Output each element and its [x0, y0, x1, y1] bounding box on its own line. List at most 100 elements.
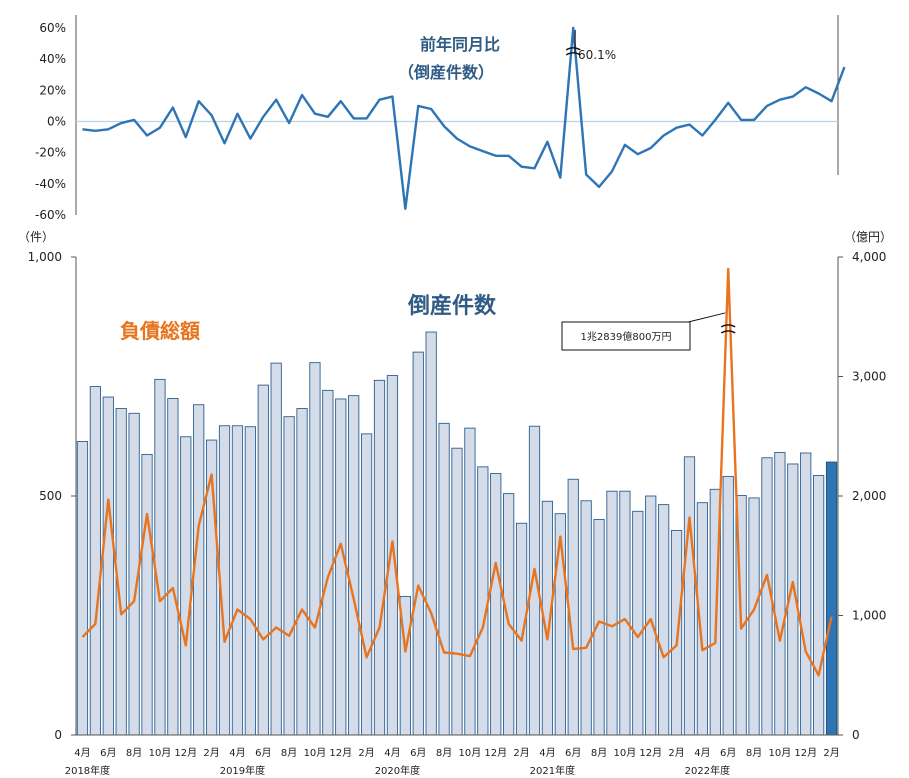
x-tick-label: 12月 — [174, 747, 197, 759]
count-bar — [800, 452, 812, 736]
count-bar — [451, 447, 463, 736]
count-bar — [231, 425, 244, 736]
count-bar — [309, 362, 321, 736]
debt-break-mark — [720, 324, 736, 334]
debt-series-label: 負債総額 — [120, 319, 200, 343]
yoy-tick-label: 0% — [47, 115, 66, 129]
count-bar — [386, 375, 399, 736]
count-bar — [154, 378, 166, 736]
yoy-tick-label: 60% — [39, 21, 66, 35]
x-tick-label: 6月 — [565, 747, 581, 759]
left-axis-unit: （件） — [18, 230, 54, 244]
x-tick-label: 10月 — [459, 747, 482, 759]
yoy-tick-label: 40% — [39, 52, 66, 66]
count-bar — [606, 490, 618, 736]
left-tick-label: 1,000 — [28, 250, 62, 264]
count-bar — [774, 452, 786, 736]
x-tick-label: 10月 — [614, 747, 637, 759]
left-tick-label: 0 — [54, 728, 62, 742]
yoy-line — [82, 26, 846, 211]
fiscal-year-label: 2020年度 — [375, 764, 420, 777]
count-bar — [167, 398, 179, 736]
count-bar — [683, 456, 696, 736]
count-bar — [373, 379, 386, 736]
count-bar — [503, 493, 515, 736]
count-title: 倒産件数 — [407, 293, 497, 319]
count-bar — [438, 422, 450, 736]
count-bar — [658, 504, 670, 736]
x-tick-label: 12月 — [639, 747, 662, 759]
x-tick-label: 2月 — [358, 747, 374, 759]
count-bar — [645, 495, 657, 736]
yoy-break-mark — [565, 47, 581, 56]
left-tick-label: 500 — [39, 489, 62, 503]
x-tick-label: 10月 — [304, 747, 327, 759]
count-bar — [490, 473, 502, 736]
x-tick-label: 4月 — [539, 747, 555, 759]
count-bar — [257, 384, 269, 736]
right-tick-label: 4,000 — [852, 250, 886, 264]
x-tick-label: 8月 — [746, 747, 762, 759]
yoy-tick-label: -20% — [35, 146, 66, 160]
right-tick-label: 0 — [852, 728, 860, 742]
count-bar — [348, 395, 360, 736]
count-bar — [102, 396, 114, 736]
bankruptcy-panel: 倒産件数 負債総額 （件） （億円） 1,000 500 0 4,000 3,000 2,… — [18, 230, 892, 777]
count-bar — [270, 362, 282, 736]
x-tick-label: 2月 — [668, 747, 684, 759]
count-bar — [825, 461, 838, 736]
count-bar — [335, 398, 347, 736]
fiscal-year-label: 2021年度 — [530, 764, 575, 777]
x-tick-label: 6月 — [100, 747, 116, 759]
x-tick-label: 4月 — [229, 747, 245, 759]
count-bar — [813, 474, 825, 736]
count-bar — [464, 427, 476, 736]
debt-callout-label: 1兆2839億800万円 — [581, 330, 672, 343]
x-tick-label: 10月 — [769, 747, 792, 759]
yoy-tick-label: -40% — [35, 177, 66, 191]
x-tick-label: 4月 — [384, 747, 400, 759]
x-tick-label: 4月 — [74, 747, 90, 759]
right-axis-unit: （億円） — [844, 230, 892, 244]
x-tick-label: 12月 — [794, 747, 817, 759]
count-bar — [632, 510, 644, 736]
count-bar — [89, 386, 101, 736]
x-tick-label: 2月 — [203, 747, 219, 759]
right-tick-label: 3,000 — [852, 370, 886, 384]
x-tick-label: 4月 — [694, 747, 710, 759]
x-tick-label: 12月 — [329, 747, 352, 759]
count-bar — [580, 500, 592, 736]
yoy-tick-label: 20% — [39, 83, 66, 97]
count-bar — [244, 426, 256, 736]
fiscal-year-label: 2019年度 — [220, 764, 265, 777]
x-tick-label: 2月 — [823, 747, 839, 759]
x-tick-label: 6月 — [720, 747, 736, 759]
debt-callout-box — [561, 321, 691, 351]
fiscal-year-label: 2022年度 — [685, 764, 730, 777]
count-bar — [296, 408, 308, 736]
count-bar — [515, 522, 528, 736]
debt-callout-line — [688, 312, 726, 323]
right-tick-label: 1,000 — [852, 609, 886, 623]
count-bar — [412, 351, 424, 736]
count-bar — [76, 441, 89, 736]
count-bar — [477, 466, 489, 736]
x-tick-label: 8月 — [126, 747, 142, 759]
yoy-peak-annotation: 60.1% — [578, 48, 616, 62]
x-tick-label: 2月 — [513, 747, 529, 759]
yoy-panel: 前年同月比 （倒産件数） 60.1% 60% 40% 20% 0% -20% -40% -6… — [35, 15, 846, 222]
count-bar — [360, 433, 373, 736]
yoy-title: 前年同月比 — [420, 35, 500, 54]
yoy-tick-label: -60% — [35, 208, 66, 222]
right-tick-label: 2,000 — [852, 489, 886, 503]
count-bar — [425, 331, 437, 736]
x-tick-label: 6月 — [255, 747, 271, 759]
x-tick-label: 8月 — [436, 747, 452, 759]
fiscal-year-label: 2018年度 — [65, 764, 110, 777]
count-bar — [283, 416, 295, 736]
x-tick-label: 12月 — [484, 747, 507, 759]
x-tick-label: 8月 — [591, 747, 607, 759]
x-tick-label: 10月 — [149, 747, 172, 759]
